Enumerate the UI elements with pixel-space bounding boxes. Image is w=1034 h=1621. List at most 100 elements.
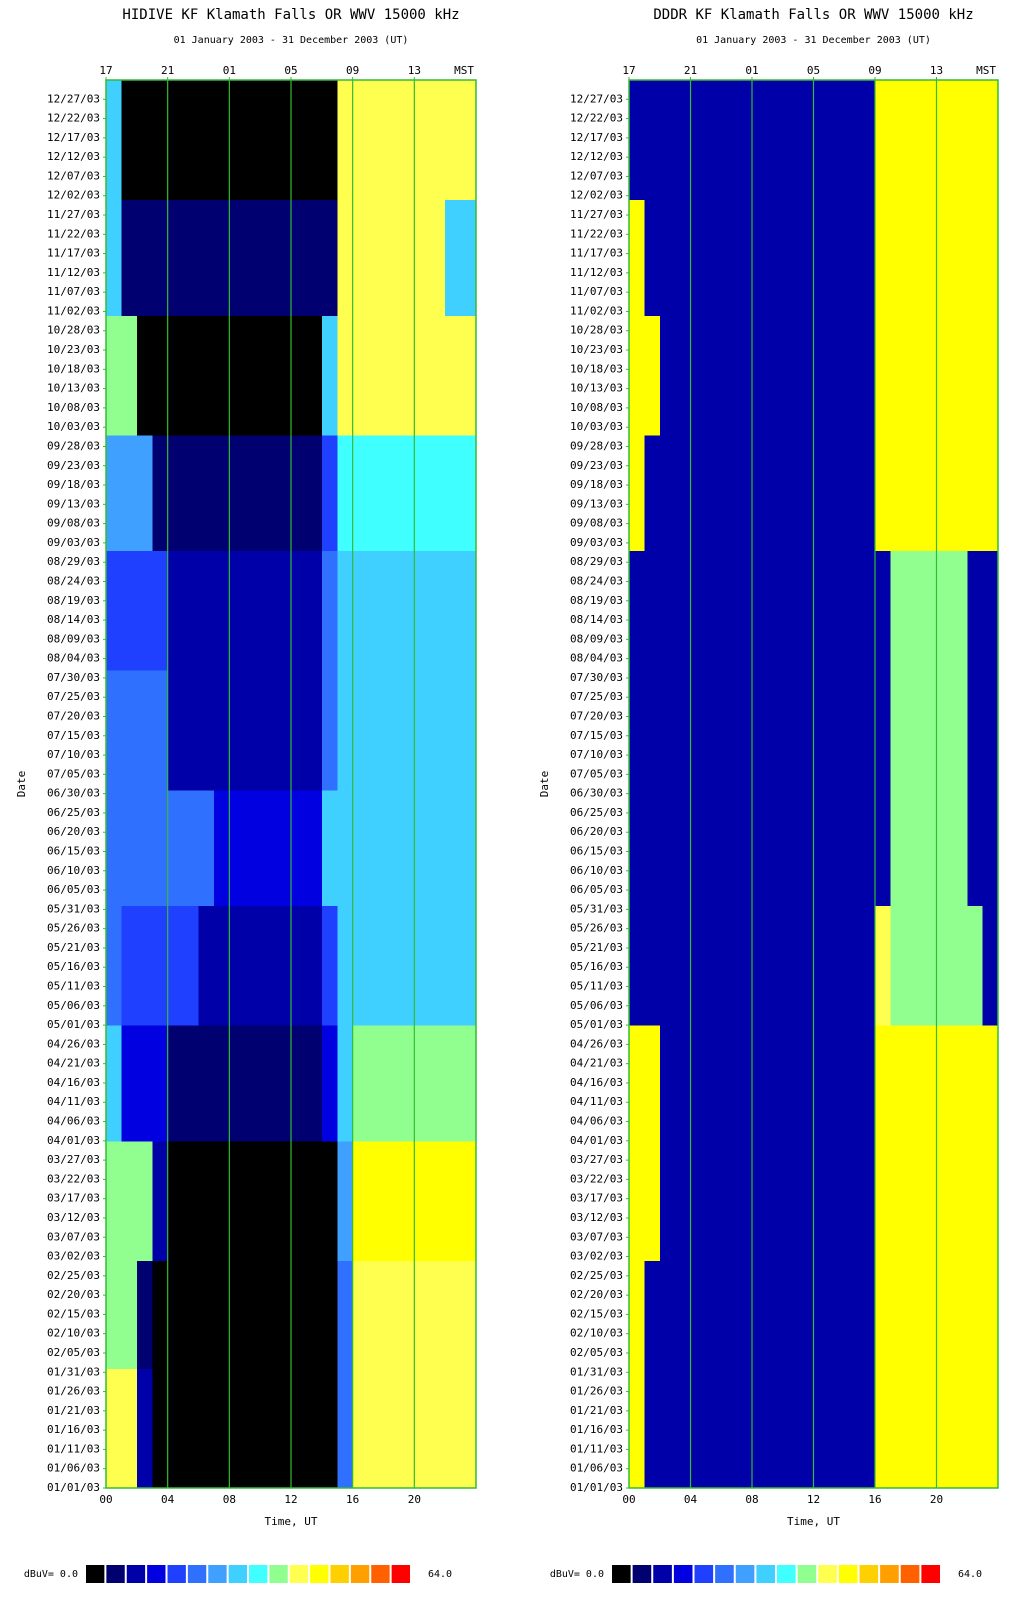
heatmap-cell — [199, 670, 215, 790]
colorbar-label: dBuV= 0.0 — [24, 1569, 78, 1580]
heatmap-cell — [814, 551, 830, 671]
heatmap-cell — [706, 906, 722, 1026]
heatmap-cell — [445, 435, 461, 551]
heatmap-cell — [829, 315, 845, 435]
heatmap-cell — [783, 1260, 799, 1369]
heatmap-cell — [445, 906, 461, 1026]
y-tick-label: 05/31/03 — [570, 902, 623, 915]
heatmap-cell — [245, 551, 261, 671]
heatmap-cell — [291, 315, 307, 435]
heatmap-cell — [368, 1260, 384, 1369]
y-tick-label: 04/11/03 — [570, 1095, 623, 1108]
y-tick-label: 11/02/03 — [570, 304, 623, 317]
heatmap-cell — [199, 1141, 215, 1261]
y-tick-label: 01/06/03 — [47, 1462, 100, 1475]
heatmap-cell — [384, 790, 400, 906]
heatmap-cell — [291, 1141, 307, 1261]
heatmap-cell — [644, 551, 660, 671]
heatmap-cell — [106, 551, 122, 671]
x2-axis-label: MST — [976, 64, 996, 77]
y-tick-label: 06/25/03 — [47, 806, 100, 819]
x-tick-label: 16 — [868, 1493, 881, 1506]
heatmap-cell — [906, 1260, 922, 1369]
heatmap-cell — [675, 1141, 691, 1261]
heatmap-cell — [691, 906, 707, 1026]
heatmap-cell — [445, 1141, 461, 1261]
heatmap-cell — [767, 1368, 783, 1488]
colorbar-swatch — [106, 1565, 124, 1583]
heatmap-cell — [229, 1368, 245, 1488]
heatmap-cell — [106, 1025, 122, 1141]
heatmap-cell — [121, 1141, 137, 1261]
heatmap-cell — [798, 670, 814, 790]
heatmap-cell — [461, 1025, 477, 1141]
y-tick-label: 12/27/03 — [47, 92, 100, 105]
heatmap-cell — [414, 551, 430, 671]
heatmap-cell — [430, 1368, 446, 1488]
heatmap-cell — [322, 906, 338, 1026]
y-tick-label: 10/18/03 — [570, 362, 623, 375]
heatmap-cell — [445, 315, 461, 435]
heatmap-cell — [952, 200, 968, 316]
heatmap-cell — [937, 1141, 953, 1261]
y-tick-label: 05/01/03 — [47, 1018, 100, 1031]
heatmap-cell — [952, 906, 968, 1026]
heatmap-cell — [183, 670, 199, 790]
heatmap-cell — [430, 1025, 446, 1141]
y-tick-label: 10/28/03 — [47, 324, 100, 337]
heatmap-cell — [368, 1141, 384, 1261]
y-tick-label: 11/07/03 — [47, 285, 100, 298]
heatmap-cell — [660, 1141, 676, 1261]
heatmap-cell — [445, 1025, 461, 1141]
heatmap-cell — [890, 435, 906, 551]
heatmap-cell — [260, 200, 276, 316]
heatmap-cell — [983, 790, 999, 906]
heatmap-cell — [752, 435, 768, 551]
heatmap-cell — [798, 1141, 814, 1261]
heatmap-cell — [445, 790, 461, 906]
heatmap-cell — [706, 1368, 722, 1488]
heatmap-cell — [644, 315, 660, 435]
heatmap-cell — [752, 1260, 768, 1369]
y-tick-label: 10/08/03 — [47, 401, 100, 414]
heatmap-cell — [384, 1025, 400, 1141]
heatmap-cell — [168, 670, 184, 790]
heatmap-cell — [906, 435, 922, 551]
heatmap-cell — [721, 790, 737, 906]
heatmap-cell — [276, 315, 292, 435]
heatmap-cell — [353, 1368, 369, 1488]
heatmap-cell — [875, 790, 891, 906]
heatmap-cell — [461, 906, 477, 1026]
colorbar-swatch — [249, 1565, 267, 1583]
heatmap-cell — [183, 551, 199, 671]
x2-tick-label: 05 — [807, 64, 820, 77]
y-tick-label: 12/07/03 — [47, 169, 100, 182]
y-tick-label: 12/22/03 — [570, 112, 623, 125]
heatmap-cell — [152, 1025, 168, 1141]
y-tick-label: 06/10/03 — [47, 864, 100, 877]
heatmap-cell — [260, 435, 276, 551]
heatmap-cell — [890, 80, 906, 200]
chart-title: DDDR KF Klamath Falls OR WWV 15000 kHz — [653, 7, 973, 23]
x-tick-label: 16 — [346, 1493, 359, 1506]
heatmap-cell — [291, 80, 307, 200]
heatmap-cell — [890, 790, 906, 906]
heatmap-cell — [353, 790, 369, 906]
heatmap-cell — [844, 1368, 860, 1488]
y-tick-label: 01/16/03 — [47, 1423, 100, 1436]
heatmap-cell — [844, 790, 860, 906]
y-tick-label: 05/26/03 — [47, 922, 100, 935]
heatmap-cell — [675, 1025, 691, 1141]
heatmap-cell — [260, 551, 276, 671]
heatmap-cell — [737, 200, 753, 316]
heatmap-cell — [660, 1025, 676, 1141]
x2-tick-label: 13 — [408, 64, 421, 77]
heatmap-cell — [952, 80, 968, 200]
y-tick-label: 04/21/03 — [570, 1057, 623, 1070]
colorbar-swatch — [371, 1565, 389, 1583]
heatmap-cell — [644, 435, 660, 551]
heatmap-cell — [814, 200, 830, 316]
colorbar-swatch — [147, 1565, 165, 1583]
colorbar-label: 64.0 — [958, 1569, 982, 1580]
colorbar-swatch — [290, 1565, 308, 1583]
